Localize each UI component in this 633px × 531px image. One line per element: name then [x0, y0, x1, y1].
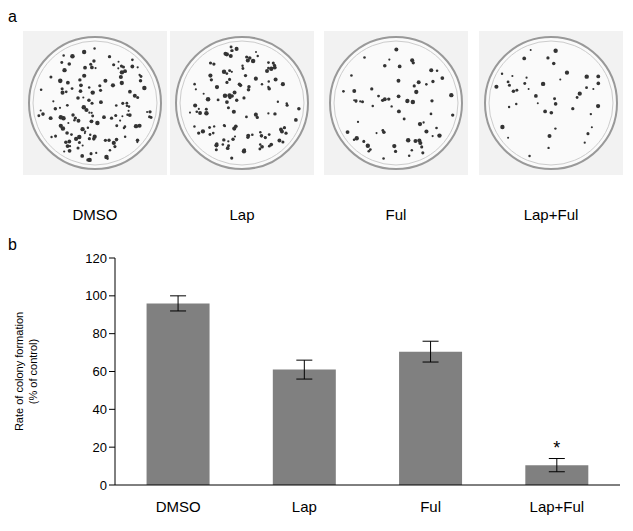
svg-text:Lap: Lap — [229, 206, 254, 223]
svg-text:a: a — [8, 8, 17, 25]
html-text:b: b — [8, 236, 17, 253]
svg-text:Lap: Lap — [292, 498, 317, 515]
svg-text:120: 120 — [85, 251, 107, 266]
svg-text:Lap+Ful: Lap+Ful — [530, 498, 585, 515]
svg-text:*: * — [553, 438, 560, 458]
svg-text:0: 0 — [100, 478, 107, 493]
svg-text:DMSO: DMSO — [73, 206, 118, 223]
svg-text:20: 20 — [93, 440, 107, 455]
svg-text:40: 40 — [93, 402, 107, 417]
svg-text:60: 60 — [93, 364, 107, 379]
svg-text:80: 80 — [93, 326, 107, 341]
svg-text:Rate of colony formation(% of: Rate of colony formation(% of control) — [13, 312, 39, 431]
svg-text:Lap+Ful: Lap+Ful — [524, 206, 579, 223]
svg-text:Ful: Ful — [386, 206, 407, 223]
svg-text:DMSO: DMSO — [156, 498, 201, 515]
svg-text:Ful: Ful — [420, 498, 441, 515]
svg-text:100: 100 — [85, 288, 107, 303]
